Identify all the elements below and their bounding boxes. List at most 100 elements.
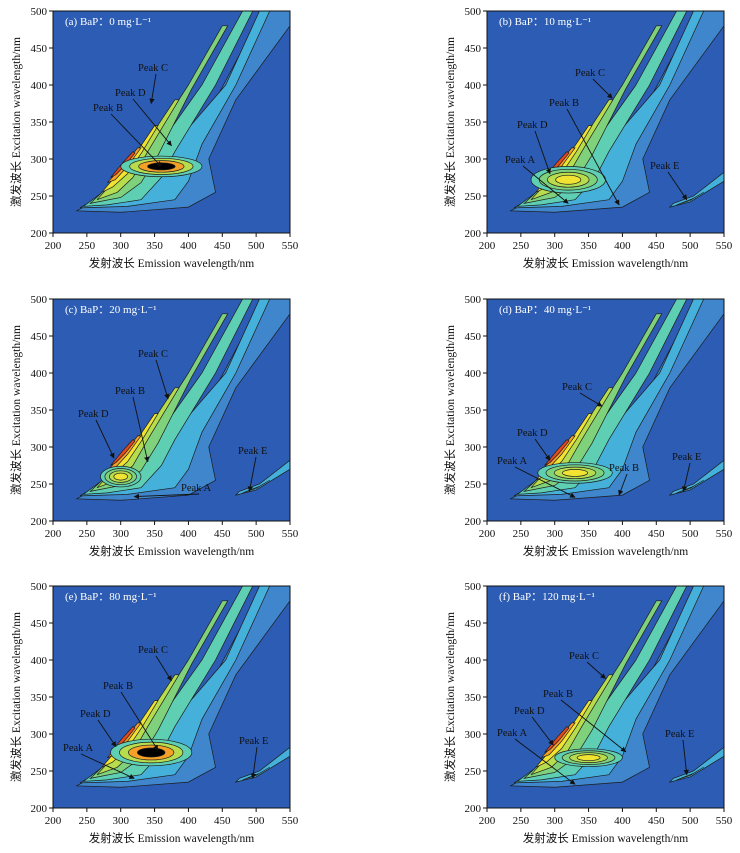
y-tick-label: 350 (31, 692, 48, 704)
y-axis-label: 激发波长 Excitation wavelength/nm (9, 325, 23, 495)
contour-fill (509, 586, 724, 788)
y-tick-label: 300 (31, 729, 48, 741)
peak-e-region (668, 171, 724, 208)
x-tick-label: 450 (648, 528, 665, 540)
peak-blob-level-3 (576, 754, 601, 762)
y-tick-label: 400 (465, 80, 482, 92)
peak-label: Peak C (138, 63, 168, 74)
y-axis-label: 激发波长 Excitation wavelength/nm (9, 37, 23, 207)
peak-blob-level-3 (555, 174, 582, 185)
peak-arrow (681, 462, 691, 492)
panel-title: (f) BaP：120 mg·L⁻¹ (499, 591, 595, 603)
peak-label: Peak C (138, 349, 168, 360)
peak-arrow (95, 419, 115, 459)
x-tick-label: 300 (546, 815, 563, 827)
peak-label: Peak E (238, 446, 267, 457)
y-tick-label: 400 (31, 368, 48, 380)
x-axis-label: 发射波长 Emission wavelength/nm (89, 831, 255, 845)
peak-blob-level-3 (137, 747, 166, 758)
y-tick-label: 450 (465, 618, 482, 630)
x-tick-label: 200 (45, 240, 62, 252)
peak-arrow (531, 716, 554, 746)
x-tick-label: 550 (282, 240, 299, 252)
peak-arrow (514, 738, 576, 785)
x-tick-label: 300 (112, 240, 129, 252)
peak-arrow (132, 396, 150, 463)
y-tick-label: 250 (31, 191, 48, 203)
peak-label: Peak C (562, 382, 592, 393)
y-axis-label: 激发波长 Excitation wavelength/nm (443, 325, 457, 495)
peak-label: Peak E (665, 729, 694, 740)
y-tick-label: 500 (31, 294, 48, 306)
x-tick-label: 300 (546, 528, 563, 540)
peak-label: Peak A (497, 728, 527, 739)
x-tick-label: 500 (248, 240, 265, 252)
y-tick-label: 350 (465, 405, 482, 417)
x-tick-label: 400 (180, 815, 197, 827)
x-tick-label: 500 (682, 240, 699, 252)
x-tick-label: 400 (614, 240, 631, 252)
y-tick-label: 400 (31, 655, 48, 667)
contour-fill (75, 299, 290, 501)
y-tick-label: 200 (465, 228, 482, 240)
x-axis-label: 发射波长 Emission wavelength/nm (523, 256, 689, 270)
x-tick-label: 400 (180, 528, 197, 540)
peak-label: Peak E (672, 452, 701, 463)
peak-label: Peak D (78, 409, 109, 420)
peak-blob-level-3 (562, 469, 589, 477)
peak-arrow (534, 130, 551, 175)
x-axis-label: 发射波长 Emission wavelength/nm (523, 831, 689, 845)
y-tick-label: 450 (31, 43, 48, 55)
x-tick-label: 500 (248, 815, 265, 827)
x-tick-label: 400 (614, 528, 631, 540)
y-tick-label: 300 (31, 154, 48, 166)
peak-label: Peak D (80, 709, 111, 720)
y-tick-label: 250 (465, 479, 482, 491)
x-tick-label: 200 (479, 815, 496, 827)
y-tick-label: 450 (31, 618, 48, 630)
panel-b: 200 250 300 350 400 450 500 550 200 250 300 350 400 4… (443, 6, 733, 270)
peak-arrow (560, 699, 627, 753)
peak-e-region (234, 459, 290, 496)
peak-e-region (668, 459, 724, 496)
y-tick-label: 250 (465, 191, 482, 203)
peak-arrow (155, 359, 170, 400)
peak-arrow (522, 165, 569, 204)
x-tick-label: 400 (180, 240, 197, 252)
panel-title: (e) BaP：80 mg·L⁻¹ (65, 591, 157, 603)
peak-label: Peak D (517, 428, 548, 439)
x-tick-label: 200 (479, 240, 496, 252)
x-tick-label: 550 (282, 528, 299, 540)
peak-e-region (668, 746, 724, 783)
peak-label: Peak B (609, 463, 639, 474)
contour-level-7 (544, 439, 570, 466)
peak-arrow (132, 98, 172, 147)
peak-arrow (110, 113, 162, 167)
y-axis-label: 激发波长 Excitation wavelength/nm (443, 612, 457, 782)
y-tick-label: 300 (465, 442, 482, 454)
peak-arrow (97, 719, 117, 748)
x-tick-label: 250 (79, 240, 96, 252)
x-tick-label: 500 (682, 815, 699, 827)
x-tick-label: 550 (716, 240, 733, 252)
peak-label: Peak C (569, 651, 599, 662)
y-tick-label: 450 (465, 43, 482, 55)
peak-label: Peak D (115, 88, 146, 99)
panel-title: (c) BaP：20 mg·L⁻¹ (65, 304, 157, 316)
x-axis-label: 发射波长 Emission wavelength/nm (523, 544, 689, 558)
y-tick-label: 500 (31, 6, 48, 18)
peak-arrow (618, 473, 628, 496)
y-tick-label: 300 (465, 729, 482, 741)
peak-arrow (566, 108, 620, 206)
x-tick-label: 450 (214, 815, 231, 827)
y-tick-label: 350 (465, 117, 482, 129)
panel-c: 200 250 300 350 400 450 500 550 200 250 300 350 400 4… (9, 294, 299, 558)
x-tick-label: 450 (648, 240, 665, 252)
y-tick-label: 300 (31, 442, 48, 454)
y-tick-label: 450 (31, 331, 48, 343)
y-tick-label: 400 (465, 655, 482, 667)
peak-label: Peak C (138, 645, 168, 656)
y-axis-label: 激发波长 Excitation wavelength/nm (443, 37, 457, 207)
peak-arrow (247, 456, 257, 492)
